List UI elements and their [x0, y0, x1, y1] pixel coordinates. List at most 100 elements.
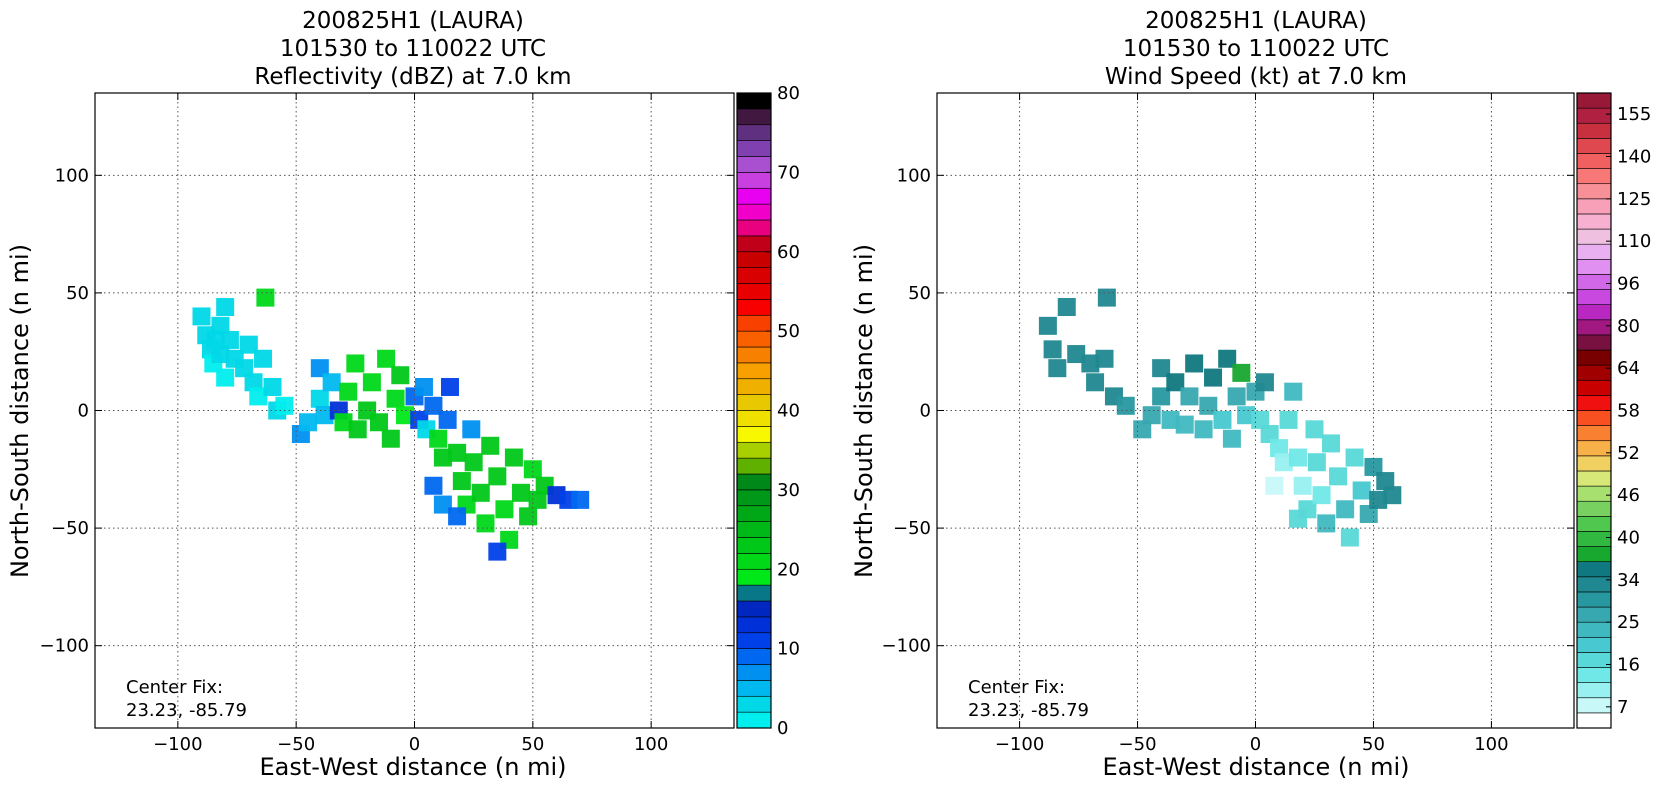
colorbar-tick-label: 64 [1617, 358, 1640, 379]
data-cell [1180, 387, 1199, 406]
data-cell [1260, 425, 1279, 444]
data-cell [1038, 316, 1057, 335]
colorbar-segment [1576, 349, 1612, 366]
x-tick-label: 0 [1250, 734, 1261, 755]
colorbar-segment [1576, 334, 1612, 351]
colorbar-tick-label: 80 [1617, 316, 1640, 337]
data-cell [528, 490, 547, 509]
center-fix-label: Center Fix: [968, 677, 1065, 698]
colorbar-segment [736, 410, 772, 427]
colorbar-segment [736, 616, 772, 634]
colorbar-tick-label: 125 [1617, 189, 1651, 210]
data-cell [1116, 396, 1135, 415]
data-cell [438, 410, 457, 429]
colorbar-segment [736, 426, 772, 443]
colorbar-tick-label: 34 [1617, 570, 1640, 591]
data-cell [1194, 420, 1213, 439]
colorbar-segment [736, 235, 772, 253]
data-cell [275, 396, 294, 415]
data-cell [1270, 439, 1289, 458]
y-tick-label: 100 [897, 165, 931, 186]
data-cell [1048, 359, 1067, 378]
colorbar-segment [736, 680, 772, 697]
colorbar-segment [736, 299, 772, 316]
data-cell [495, 500, 514, 519]
data-cell [1340, 528, 1359, 547]
data-cell [192, 307, 211, 326]
data-cell [310, 389, 329, 408]
colorbar-tick-label: 110 [1617, 231, 1651, 252]
data-cell [1345, 448, 1364, 467]
data-cell [1133, 420, 1152, 439]
data-cell [448, 443, 467, 462]
colorbar-segment [736, 92, 772, 110]
colorbar-tick-label: 30 [777, 480, 800, 501]
colorbar-tick-label: 10 [777, 639, 800, 660]
data-cell [211, 316, 230, 335]
data-cell [1218, 349, 1237, 368]
x-tick-label: −100 [153, 734, 202, 755]
colorbar-segment [736, 203, 772, 221]
data-cells [1038, 288, 1402, 547]
x-tick-label: 0 [409, 734, 420, 755]
data-cell [334, 413, 353, 432]
data-cell [1185, 354, 1204, 373]
data-cell [1097, 288, 1116, 307]
colorbar-segment [1576, 682, 1612, 699]
chart-title-line-3: Reflectivity (dBZ) at 7.0 km [254, 64, 571, 90]
colorbar-segment [1576, 122, 1612, 139]
colorbar-segment [736, 537, 772, 554]
data-cell [348, 420, 367, 439]
colorbar-tick-label: 58 [1617, 401, 1640, 422]
data-cell [504, 448, 523, 467]
colorbar-segment [736, 457, 772, 475]
y-axis-label: North-South distance (n mi) [6, 244, 34, 578]
colorbar-segment [1576, 198, 1612, 215]
colorbar-segment [736, 600, 772, 618]
x-tick-label: −100 [995, 734, 1044, 755]
y-tick-label: 50 [908, 283, 931, 304]
data-cell [433, 495, 452, 514]
colorbar-segment [1576, 319, 1612, 336]
colorbar-segment [1576, 606, 1612, 623]
data-cell [386, 389, 405, 408]
colorbar-segment [1576, 304, 1612, 321]
center-fix-value: 23.23, -85.79 [968, 700, 1089, 721]
data-cell [1279, 410, 1298, 429]
data-cell [1274, 495, 1293, 514]
colorbar-segment [1576, 168, 1612, 185]
data-cell [1336, 500, 1355, 519]
data-cell [1152, 387, 1171, 406]
colorbar-segment [736, 362, 772, 380]
center-fix-label: Center Fix: [126, 677, 223, 698]
data-cell [433, 448, 452, 467]
colorbar-segment [736, 314, 772, 332]
y-tick-label: 50 [66, 283, 89, 304]
data-cell [206, 330, 225, 349]
data-cell [1043, 340, 1062, 359]
chart-title-line-1: 200825H1 (LAURA) [302, 8, 524, 34]
colorbar-segment [736, 346, 772, 364]
data-cell [339, 382, 358, 401]
data-cells [192, 288, 590, 561]
x-axis-label: East-West distance (n mi) [1102, 753, 1409, 781]
data-cell [216, 368, 235, 387]
data-cell [1329, 467, 1348, 486]
data-cell [211, 345, 230, 364]
data-cell [310, 359, 329, 378]
data-cell [362, 373, 381, 392]
data-cell [244, 373, 263, 392]
colorbar-tick-label: 50 [777, 321, 800, 342]
center-fix-value: 23.23, -85.79 [126, 700, 247, 721]
colorbar-segment [736, 584, 772, 602]
colorbar-segment [1576, 379, 1612, 396]
data-cell [1274, 453, 1293, 472]
y-tick-label: −100 [40, 636, 89, 657]
colorbar-segment [1576, 455, 1612, 472]
data-cell [1213, 410, 1232, 429]
x-tick-label: −50 [277, 734, 315, 755]
colorbar-tick-label: 140 [1617, 147, 1651, 168]
data-cell [1251, 410, 1270, 429]
data-cell [1288, 509, 1307, 528]
data-cell [448, 507, 467, 526]
